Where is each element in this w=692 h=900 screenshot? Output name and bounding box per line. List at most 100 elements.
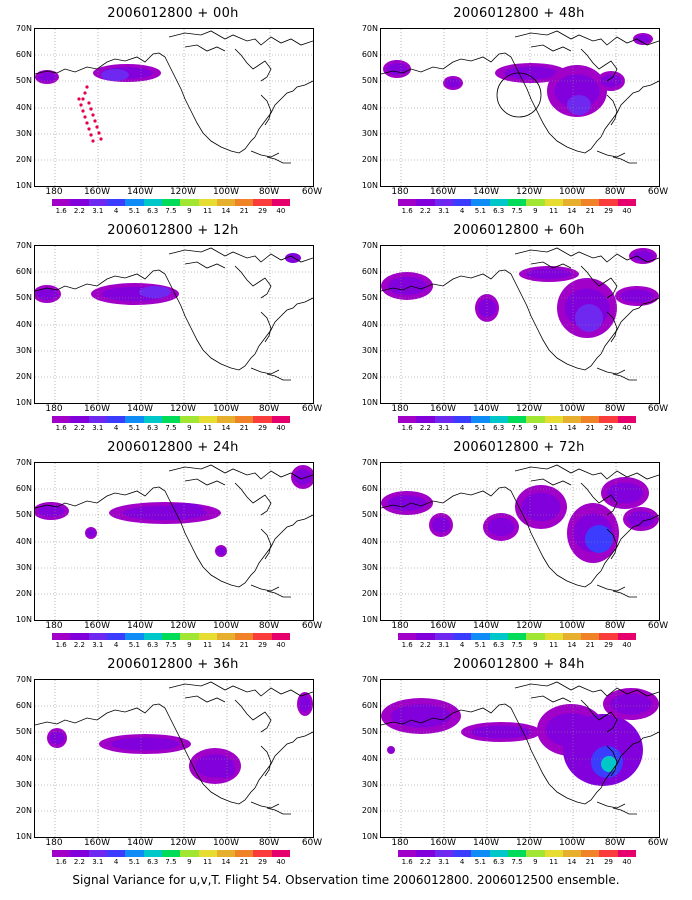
x-tick-label: 100W [212, 187, 240, 197]
y-tick-label: 60N [15, 267, 32, 276]
variance-contour [601, 756, 617, 772]
colorbar-swatch [416, 199, 435, 206]
coastline [266, 373, 291, 381]
colorbar-swatch [253, 850, 272, 857]
colorbar-swatch [434, 633, 453, 640]
coastline [504, 52, 602, 154]
variance-contour [567, 95, 591, 115]
flight-track-point [99, 137, 103, 141]
variance-contour [504, 66, 558, 80]
colorbar-swatch [88, 416, 107, 423]
y-tick-label: 20N [361, 589, 378, 598]
colorbar-label: 9 [187, 641, 192, 649]
verification-region [496, 72, 542, 118]
colorbar-label: 4 [113, 424, 119, 432]
colorbar-swatch [198, 633, 217, 640]
colorbar-swatch [52, 416, 71, 423]
colorbar-swatch [198, 416, 217, 423]
colorbar-label: 9 [533, 207, 538, 215]
coastline [260, 528, 272, 560]
coastline [266, 590, 291, 598]
coastline [530, 695, 572, 703]
colorbar-swatch [180, 633, 199, 640]
variance-contour [387, 276, 427, 296]
colorbar-label: 40 [622, 207, 632, 215]
y-tick-label: 30N [15, 780, 32, 789]
colorbar-swatch [216, 416, 236, 423]
colorbar-swatch [599, 199, 618, 206]
colorbar-label: 21 [585, 424, 595, 432]
x-tick-label: 100W [212, 404, 240, 414]
x-tick-label: 80W [604, 187, 626, 197]
colorbar-label: 5.1 [474, 641, 486, 649]
colorbar [398, 416, 637, 423]
x-tick-label: 180 [391, 838, 409, 848]
coastline [250, 367, 280, 375]
x-tick-label: 80W [258, 621, 280, 631]
colorbar-swatch [398, 199, 417, 206]
colorbar-swatch [161, 633, 181, 640]
x-tick-label: 100W [558, 621, 586, 631]
y-tick-label: 50N [15, 76, 32, 85]
y-tick-label: 60N [15, 484, 32, 493]
x-tick-label: 160W [83, 187, 111, 197]
variance-contour [635, 35, 651, 43]
colorbar-swatch [562, 416, 582, 423]
colorbar-label: 1.6 [401, 424, 413, 432]
colorbar-label: 1.6 [401, 641, 413, 649]
colorbar-label: 21 [239, 858, 249, 866]
colorbar-label: 14 [567, 858, 577, 866]
variance-map [35, 463, 313, 620]
y-tick-label: 70N [15, 458, 32, 467]
colorbar-label: 3.1 [92, 207, 104, 215]
colorbar-swatch [106, 633, 126, 640]
colorbar-label: 5.1 [128, 424, 140, 432]
colorbar-swatch [52, 850, 71, 857]
colorbar-swatch [253, 199, 272, 206]
x-tick-label: 140W [126, 404, 154, 414]
colorbar-swatch [416, 416, 435, 423]
map-frame [380, 28, 660, 187]
variance-contour [294, 469, 312, 485]
colorbar-label: 21 [239, 424, 249, 432]
variance-contour [526, 268, 572, 280]
x-tick-label: 160W [429, 838, 457, 848]
variance-map [381, 463, 659, 620]
coastline [158, 486, 256, 588]
variance-contour [432, 517, 450, 533]
y-tick-label: 60N [15, 50, 32, 59]
colorbar-label: 4 [113, 207, 119, 215]
y-tick-label: 70N [361, 24, 378, 33]
coastline [600, 731, 659, 789]
colorbar-label: 6.3 [493, 641, 505, 649]
variance-map [35, 246, 313, 403]
variance-contour [632, 250, 654, 262]
y-tick-label: 10N [15, 615, 32, 624]
x-tick-label: 160W [429, 621, 457, 631]
coastline [260, 745, 272, 777]
colorbar-label: 29 [258, 207, 267, 215]
colorbar-label: 11 [203, 207, 213, 215]
colorbar-label: 11 [549, 858, 559, 866]
colorbar-swatch [398, 850, 417, 857]
colorbar-swatch [434, 199, 453, 206]
coastline [184, 478, 226, 486]
x-tick-label: 120W [169, 838, 197, 848]
variance-contour [285, 253, 301, 263]
colorbar-swatch [581, 633, 600, 640]
colorbar [398, 633, 637, 640]
x-tick-label: 100W [558, 838, 586, 848]
colorbar-label: 9 [533, 858, 538, 866]
flight-track-point [87, 127, 91, 131]
colorbar-label: 3.1 [438, 858, 450, 866]
coastline [381, 703, 506, 726]
x-tick-label: 60W [301, 404, 323, 414]
colorbar-label: 40 [622, 641, 632, 649]
variance-contour [49, 731, 65, 745]
colorbar-label: 4 [459, 858, 465, 866]
colorbar-swatch [562, 850, 582, 857]
flight-track-point [93, 119, 97, 123]
colorbar-swatch [216, 850, 236, 857]
x-tick-label: 140W [472, 838, 500, 848]
x-tick-label: 180 [45, 838, 63, 848]
